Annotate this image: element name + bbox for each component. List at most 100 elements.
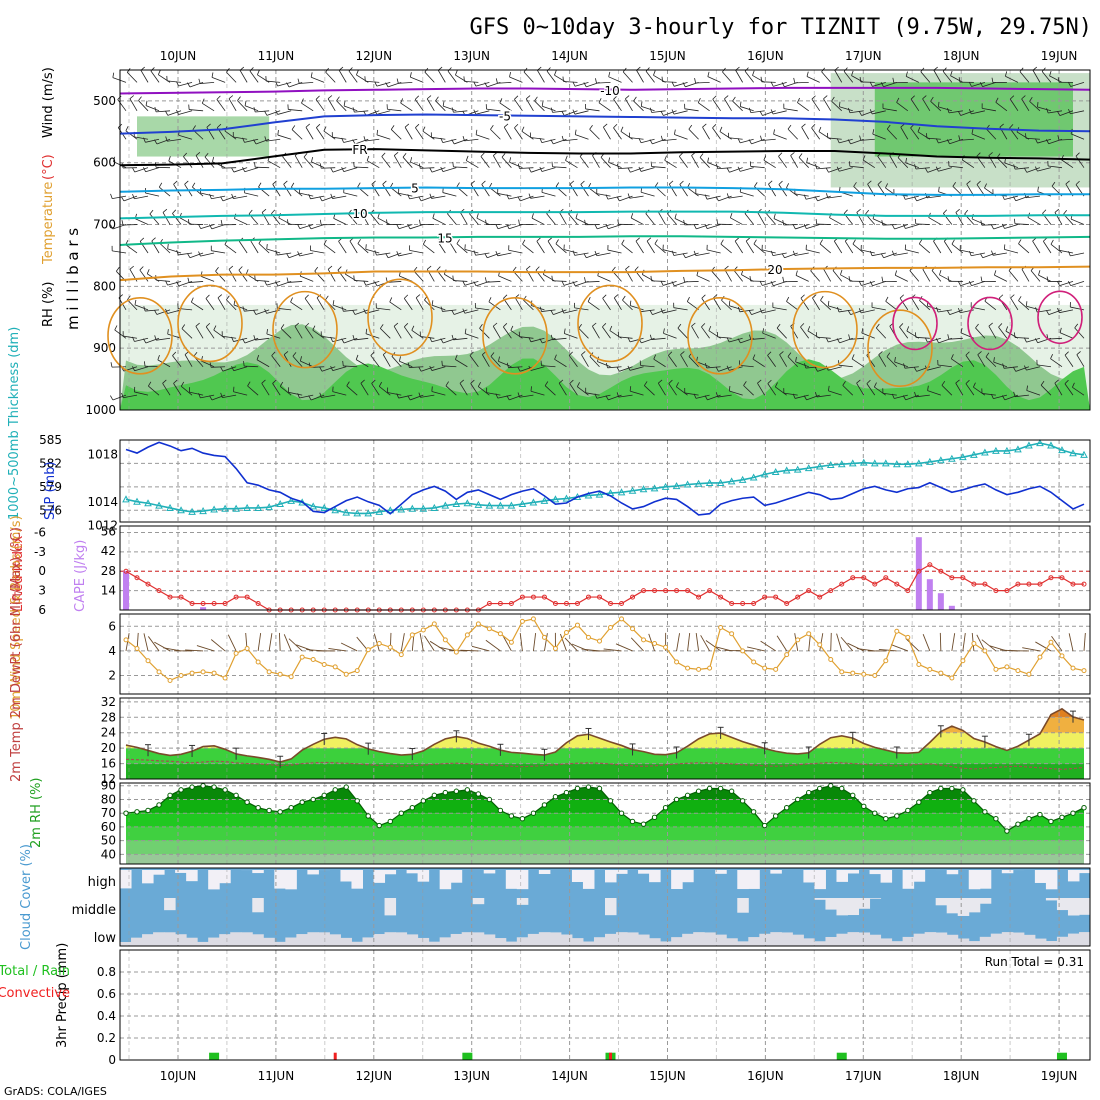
wind-speed-point bbox=[652, 641, 658, 647]
wind-barb bbox=[299, 81, 314, 84]
wind-barb-flag bbox=[914, 164, 917, 170]
wind-barb-flag bbox=[574, 129, 577, 135]
wind-barb bbox=[354, 280, 369, 282]
wind-barb bbox=[905, 394, 919, 401]
high-cloud-cell bbox=[516, 870, 529, 890]
wind-barb bbox=[977, 354, 986, 367]
rh-shade-high bbox=[120, 358, 1090, 410]
wind-barb-flag bbox=[1001, 395, 1006, 401]
thickness-point bbox=[937, 456, 945, 464]
wind-barb bbox=[455, 359, 468, 368]
wind-barb-flag bbox=[715, 366, 719, 372]
middle-cloud-cell bbox=[946, 898, 959, 914]
wind-barb bbox=[300, 360, 314, 368]
wind-barb bbox=[475, 110, 490, 115]
low-cloud-cell bbox=[296, 934, 308, 946]
wind-barb bbox=[585, 392, 600, 396]
wind-barb-flag bbox=[683, 276, 685, 282]
wind-barb bbox=[767, 355, 777, 367]
li-point bbox=[156, 588, 162, 594]
li-point bbox=[552, 601, 558, 607]
isotherm-label: 15 bbox=[437, 232, 452, 246]
wind-barb-flag bbox=[129, 265, 134, 270]
wind-barb bbox=[779, 354, 788, 367]
wind-barb bbox=[565, 160, 578, 169]
wind-barb bbox=[365, 248, 380, 254]
high-cloud-cell bbox=[153, 870, 165, 875]
wind-barb-flag bbox=[112, 72, 115, 78]
wind-barb-flag bbox=[286, 82, 290, 88]
panel-frame bbox=[119, 949, 1091, 1061]
wind-barb-flag bbox=[1002, 363, 1005, 369]
wind-barb bbox=[622, 299, 633, 311]
wind-barb bbox=[886, 356, 898, 368]
wind-barb-flag bbox=[1013, 391, 1016, 397]
wind-barb-flag bbox=[814, 366, 818, 372]
wind-speed-point bbox=[222, 675, 228, 681]
wind-barb bbox=[266, 281, 281, 286]
rh-point bbox=[1015, 821, 1021, 827]
high-cloud-cell bbox=[1001, 870, 1014, 874]
wind-speed-point bbox=[784, 652, 790, 658]
wind-barb bbox=[244, 192, 259, 197]
middle-cloud-cell bbox=[737, 898, 749, 913]
wind-speed-point bbox=[563, 629, 569, 635]
wind-barb bbox=[696, 361, 710, 368]
thickness-point bbox=[771, 467, 780, 476]
high-cloud-cell bbox=[902, 870, 915, 889]
high-cloud-cell bbox=[439, 870, 452, 890]
wind-barb bbox=[323, 244, 336, 254]
wind-barb-flag bbox=[682, 82, 686, 88]
wind-barb bbox=[852, 243, 865, 254]
wind-speed-point bbox=[552, 645, 558, 651]
surface-wind-barb bbox=[890, 644, 908, 652]
wind-barb bbox=[629, 137, 644, 140]
wind-barb-flag bbox=[242, 167, 246, 172]
wind-barb bbox=[1030, 270, 1041, 282]
wind-barb-flag bbox=[304, 294, 309, 299]
thickness-point bbox=[628, 486, 637, 494]
wind-barb bbox=[927, 337, 941, 343]
wind-barb bbox=[134, 195, 149, 200]
wind-barb-flag bbox=[484, 253, 488, 258]
low-cloud-cell bbox=[494, 938, 507, 946]
wind-barb bbox=[834, 70, 843, 83]
slp-tick-label: 1018 bbox=[87, 447, 118, 461]
wind-barb bbox=[288, 252, 303, 259]
wind-barb-flag bbox=[121, 196, 125, 202]
wind-barb bbox=[409, 366, 424, 368]
wind-barb-flag bbox=[743, 381, 747, 386]
wind-barb-flag bbox=[818, 126, 822, 132]
wind-barb bbox=[600, 157, 611, 168]
wind-barb bbox=[1059, 110, 1074, 116]
wind-barb bbox=[938, 138, 952, 144]
wind-barb bbox=[817, 195, 831, 202]
low-cloud-cell bbox=[847, 932, 860, 946]
wind-barb-flag bbox=[470, 180, 475, 185]
li-tick-label: 0 bbox=[38, 564, 46, 578]
wind-barb bbox=[371, 383, 380, 396]
thickness-tick-label: 585 bbox=[39, 433, 62, 447]
wind-barb-flag bbox=[704, 224, 708, 229]
wind-barb bbox=[795, 361, 809, 368]
thickness-point bbox=[705, 478, 714, 486]
wind-barb bbox=[211, 394, 226, 401]
low-cloud-cell bbox=[924, 932, 937, 946]
wind-barb bbox=[1058, 138, 1074, 141]
wind-barb bbox=[938, 167, 952, 172]
thickness-point bbox=[353, 509, 362, 517]
wind-barb-flag bbox=[1068, 108, 1071, 114]
wind-speed-point bbox=[519, 618, 525, 624]
isotherm-25-pocket bbox=[967, 296, 1013, 351]
wind-barb bbox=[498, 361, 512, 368]
wind-barb-flag bbox=[517, 366, 521, 372]
temp-band bbox=[126, 708, 1084, 718]
wind-barb-flag bbox=[176, 81, 179, 87]
wind-barb-flag bbox=[509, 157, 512, 163]
wind-barb-flag bbox=[389, 297, 393, 303]
wind-barb bbox=[772, 110, 787, 115]
wind-barb-flag bbox=[705, 363, 708, 369]
wind-barb bbox=[393, 155, 402, 168]
wind-barb-flag bbox=[490, 125, 494, 130]
rh-point bbox=[783, 805, 790, 811]
